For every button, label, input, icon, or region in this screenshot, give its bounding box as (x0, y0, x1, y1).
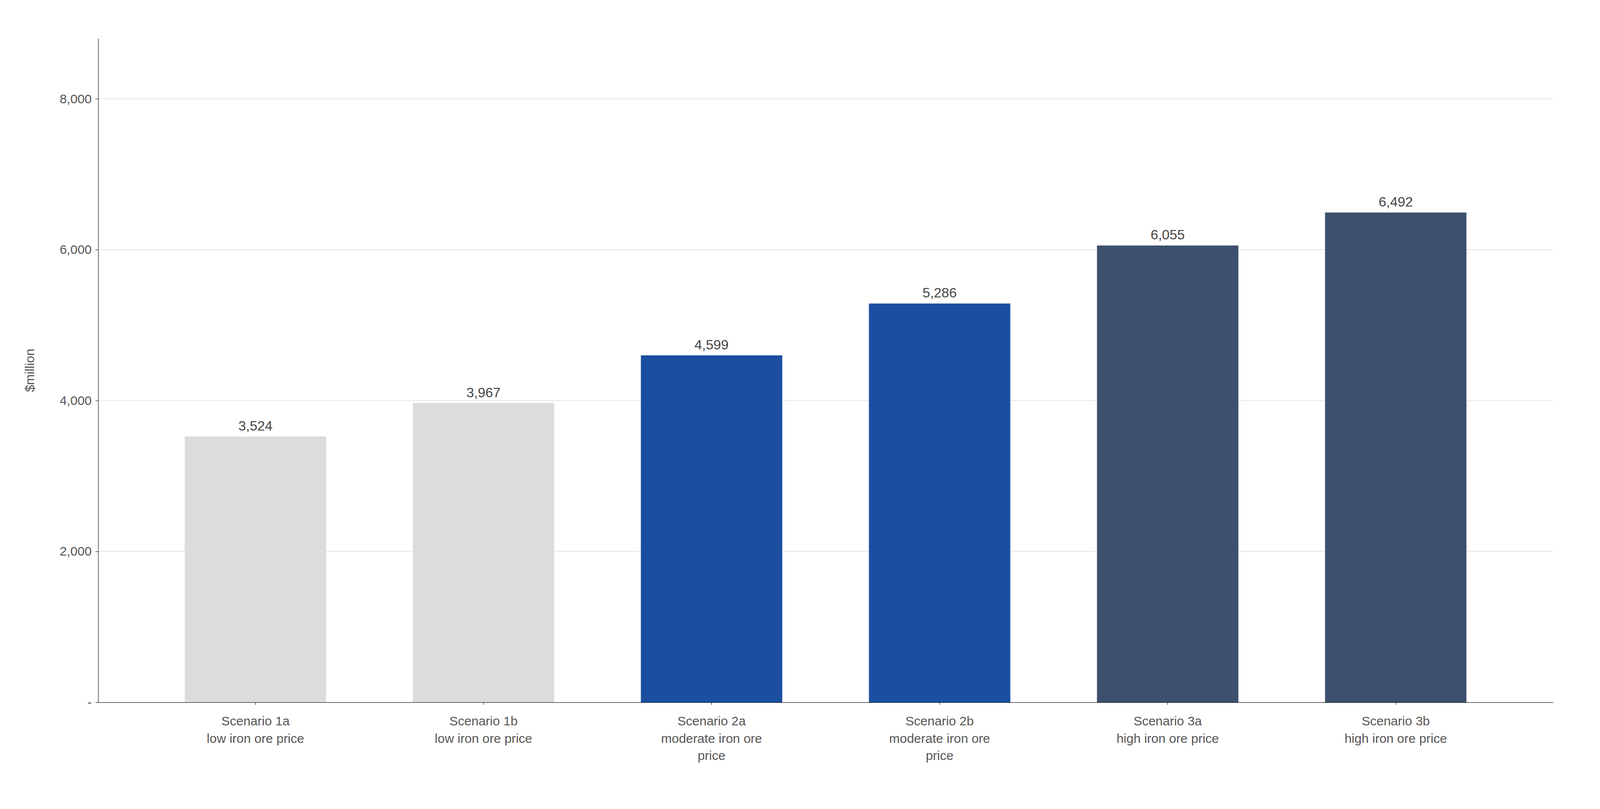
y-tick-mark (95, 400, 99, 401)
bar (1324, 212, 1467, 702)
x-tick-label-line: price (925, 747, 954, 763)
data-labels: 3,524 3,967 4,599 5,286 6,055 6,492 (238, 194, 1413, 434)
x-tick-label-line: Scenario 1a (221, 713, 290, 728)
x-tick-label: Scenario 1a low iron ore price (206, 713, 305, 745)
data-label: 4,599 (694, 336, 729, 353)
x-tick: Scenario 3a high iron ore price (1116, 701, 1219, 745)
y-tick-label: 6,000 (59, 242, 92, 257)
x-tick-mark (939, 701, 940, 705)
bar (640, 355, 783, 702)
y-tick-label: - (87, 694, 92, 709)
bar (869, 303, 1011, 702)
x-tick: Scenario 1a low iron ore price (206, 701, 305, 745)
chart: 3,524 3,967 4,599 5,286 6,055 6,492 - 2,000 4,00… (0, 0, 1600, 809)
grid (98, 98, 1554, 702)
x-tick-label-line: high iron ore price (1116, 730, 1219, 745)
x-tick-label: Scenario 3a high iron ore price (1116, 713, 1219, 745)
x-tick-label-line: low iron ore price (434, 730, 533, 745)
x-axis: Scenario 1alow iron ore priceScenario 1b… (98, 701, 1554, 763)
x-tick-label-line: low iron ore price (206, 730, 305, 745)
y-axis-line (98, 38, 99, 703)
x-tick-label-line: moderate iron ore (889, 730, 991, 745)
y-tick: 4,000 (59, 393, 99, 408)
y-tick-mark (95, 249, 99, 250)
x-tick: Scenario 2b moderate iron ore price (889, 701, 991, 763)
x-tick: Scenario 3b high iron ore price (1344, 701, 1447, 745)
y-tick: 6,000 (59, 242, 99, 257)
data-label: 6,492 (1378, 194, 1413, 210)
x-axis-line (98, 701, 1554, 703)
x-tick-label-line: high iron ore price (1344, 730, 1447, 745)
x-tick-label: Scenario 2b moderate iron ore price (889, 713, 991, 763)
x-tick-label-line: Scenario 2b (905, 713, 974, 728)
plot: 3,524 3,967 4,599 5,286 6,055 6,492 - 2,000 4,00… (59, 38, 1554, 763)
y-axis-title: $million (22, 348, 37, 392)
x-tick-label-line: Scenario 3b (1361, 713, 1430, 728)
y-tick-mark (95, 550, 99, 552)
x-tick: Scenario 2a moderate iron ore price (660, 701, 763, 763)
x-tick-label: Scenario 2a moderate iron ore price (660, 713, 763, 763)
y-tick: - (87, 694, 99, 709)
x-tick-mark (1395, 701, 1396, 705)
x-tick-label-line: Scenario 1b (449, 713, 518, 728)
data-label: 3,967 (466, 384, 501, 400)
y-tick-label: 8,000 (59, 91, 92, 106)
y-tick-mark (95, 98, 99, 99)
data-label: 5,286 (922, 284, 957, 301)
x-tick-label: Scenario 3b high iron ore price (1344, 713, 1447, 745)
y-tick-label: 2,000 (59, 543, 92, 558)
y-tick-label: 4,000 (59, 393, 92, 408)
x-tick-label-line: Scenario 3a (1133, 713, 1202, 728)
y-tick-mark (95, 701, 99, 703)
data-label: 3,524 (238, 417, 273, 434)
x-tick-mark (255, 701, 256, 705)
bars (184, 212, 1467, 702)
bar (1096, 245, 1239, 702)
x-tick-mark (711, 701, 712, 705)
data-label: 6,055 (1150, 226, 1185, 243)
y-tick: 2,000 (59, 543, 99, 558)
grid-line (98, 98, 1554, 100)
y-axis: - 2,000 4,000 6,000 8,000 (59, 38, 99, 710)
x-tick-label-line: Scenario 2a (677, 713, 746, 728)
x-tick: Scenario 1b low iron ore price (434, 701, 533, 745)
x-tick-label-line: price (697, 747, 726, 763)
x-tick-mark (483, 701, 484, 705)
y-tick: 8,000 (59, 91, 99, 106)
bar (412, 402, 555, 702)
x-tick-label-line: moderate iron ore (660, 730, 763, 745)
x-tick-mark (1167, 701, 1169, 705)
bar (184, 436, 327, 702)
x-tick-label: Scenario 1b low iron ore price (434, 713, 533, 745)
